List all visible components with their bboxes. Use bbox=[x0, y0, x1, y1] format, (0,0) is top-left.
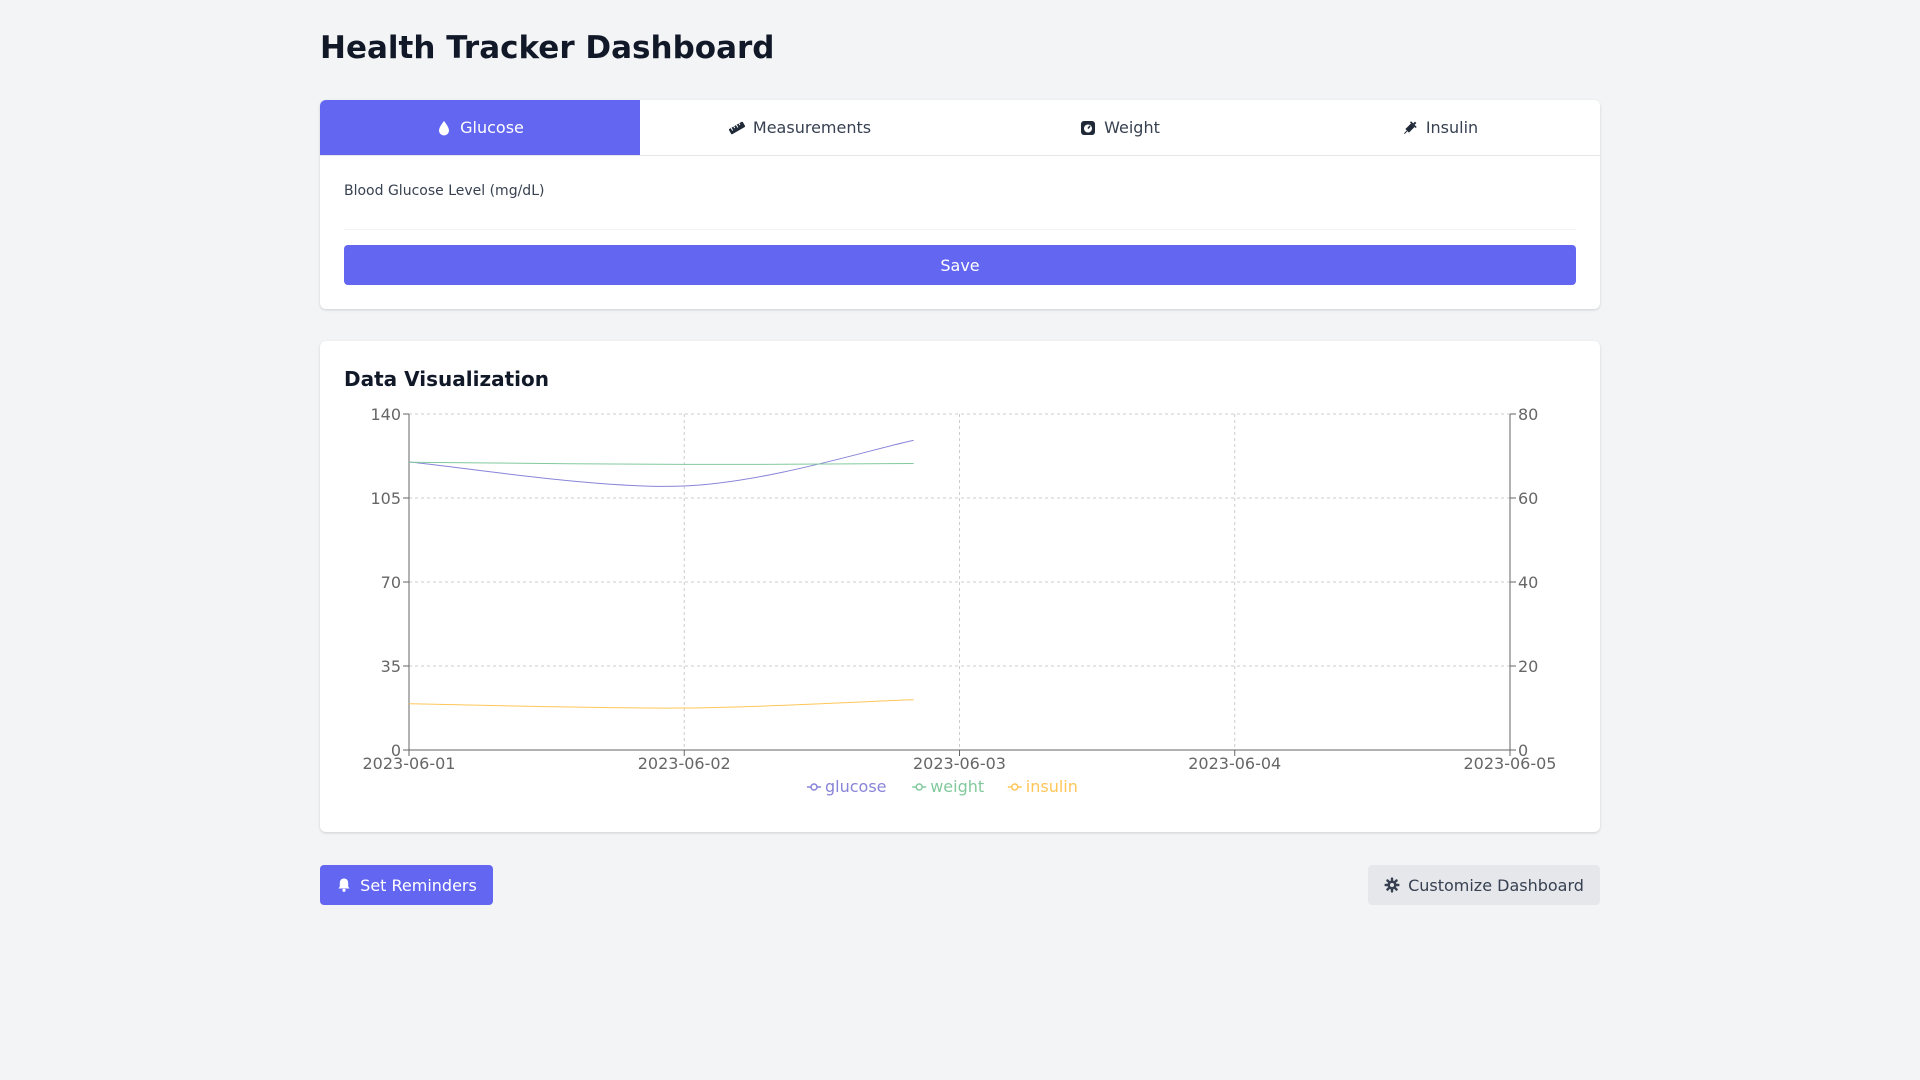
ruler-icon bbox=[728, 121, 745, 134]
glucose-field-label: Blood Glucose Level (mg/dL) bbox=[344, 183, 545, 199]
visualization-title: Data Visualization bbox=[344, 367, 549, 391]
droplet-icon bbox=[439, 120, 450, 135]
left-axis-tick-label: 0 bbox=[391, 741, 401, 760]
tab-weight[interactable]: Weight bbox=[960, 100, 1280, 155]
x-axis-tick-label: 2023-06-03 bbox=[913, 754, 1006, 773]
legend-glucose-label: glucose bbox=[825, 777, 887, 796]
set-reminders-button[interactable]: Set Reminders bbox=[320, 865, 493, 905]
right-axis-tick-label: 20 bbox=[1518, 657, 1538, 676]
entry-card: Glucose Measurements Weight Insulin Bloo… bbox=[320, 100, 1600, 309]
weight-line bbox=[408, 461, 914, 465]
glucose-line bbox=[408, 439, 914, 487]
x-axis-tick-label: 2023-06-05 bbox=[1464, 754, 1557, 773]
tab-label: Measurements bbox=[752, 118, 872, 137]
right-axis-tick-label: 40 bbox=[1518, 573, 1538, 592]
x-axis-tick-label: 2023-06-04 bbox=[1188, 754, 1281, 773]
set-reminders-label: Set Reminders bbox=[360, 875, 477, 895]
tab-bar: Glucose Measurements Weight Insulin bbox=[320, 100, 1600, 156]
left-axis-tick-label: 35 bbox=[381, 657, 401, 676]
customize-dashboard-button[interactable]: Customize Dashboard bbox=[1368, 865, 1600, 905]
scale-icon bbox=[1081, 120, 1096, 135]
customize-dashboard-label: Customize Dashboard bbox=[1408, 875, 1584, 895]
tab-label: Insulin bbox=[1425, 118, 1479, 137]
entry-form: Blood Glucose Level (mg/dL) Save bbox=[320, 183, 1600, 285]
legend-glucose-marker bbox=[810, 783, 818, 791]
left-axis-tick-label: 105 bbox=[370, 489, 401, 508]
x-axis-tick-label: 2023-06-01 bbox=[363, 754, 456, 773]
bell-icon bbox=[338, 878, 350, 892]
legend-insulin-label: insulin bbox=[1026, 777, 1078, 796]
save-button[interactable]: Save bbox=[344, 245, 1576, 285]
tab-insulin[interactable]: Insulin bbox=[1280, 100, 1600, 155]
tab-glucose[interactable]: Glucose bbox=[320, 100, 640, 155]
visualization-card: Data Visualization 0 35 70 105 140 0 20 40 60 80 2… bbox=[320, 341, 1600, 832]
tab-measurements[interactable]: Measurements bbox=[640, 100, 960, 155]
legend-weight-marker bbox=[915, 783, 923, 791]
left-axis-tick-label: 140 bbox=[370, 405, 401, 424]
page-title: Health Tracker Dashboard bbox=[320, 30, 775, 66]
tab-label: Glucose bbox=[460, 118, 524, 137]
right-axis-tick-label: 80 bbox=[1518, 405, 1538, 424]
legend-insulin-marker bbox=[1011, 783, 1019, 791]
line-chart: 0 35 70 105 140 0 20 40 60 80 2023-06-01 2023-06-02… bbox=[363, 405, 1557, 796]
tab-label: Weight bbox=[1104, 118, 1160, 137]
left-axis-tick-label: 70 bbox=[381, 573, 401, 592]
x-axis-tick-label: 2023-06-02 bbox=[638, 754, 731, 773]
right-axis-tick-label: 60 bbox=[1518, 489, 1538, 508]
insulin-line bbox=[408, 699, 914, 709]
glucose-input[interactable] bbox=[344, 200, 1576, 230]
gear-icon bbox=[1384, 877, 1400, 893]
syringe-icon bbox=[1403, 120, 1417, 134]
legend-weight-label: weight bbox=[930, 777, 984, 796]
right-axis-tick-label: 0 bbox=[1518, 741, 1528, 760]
